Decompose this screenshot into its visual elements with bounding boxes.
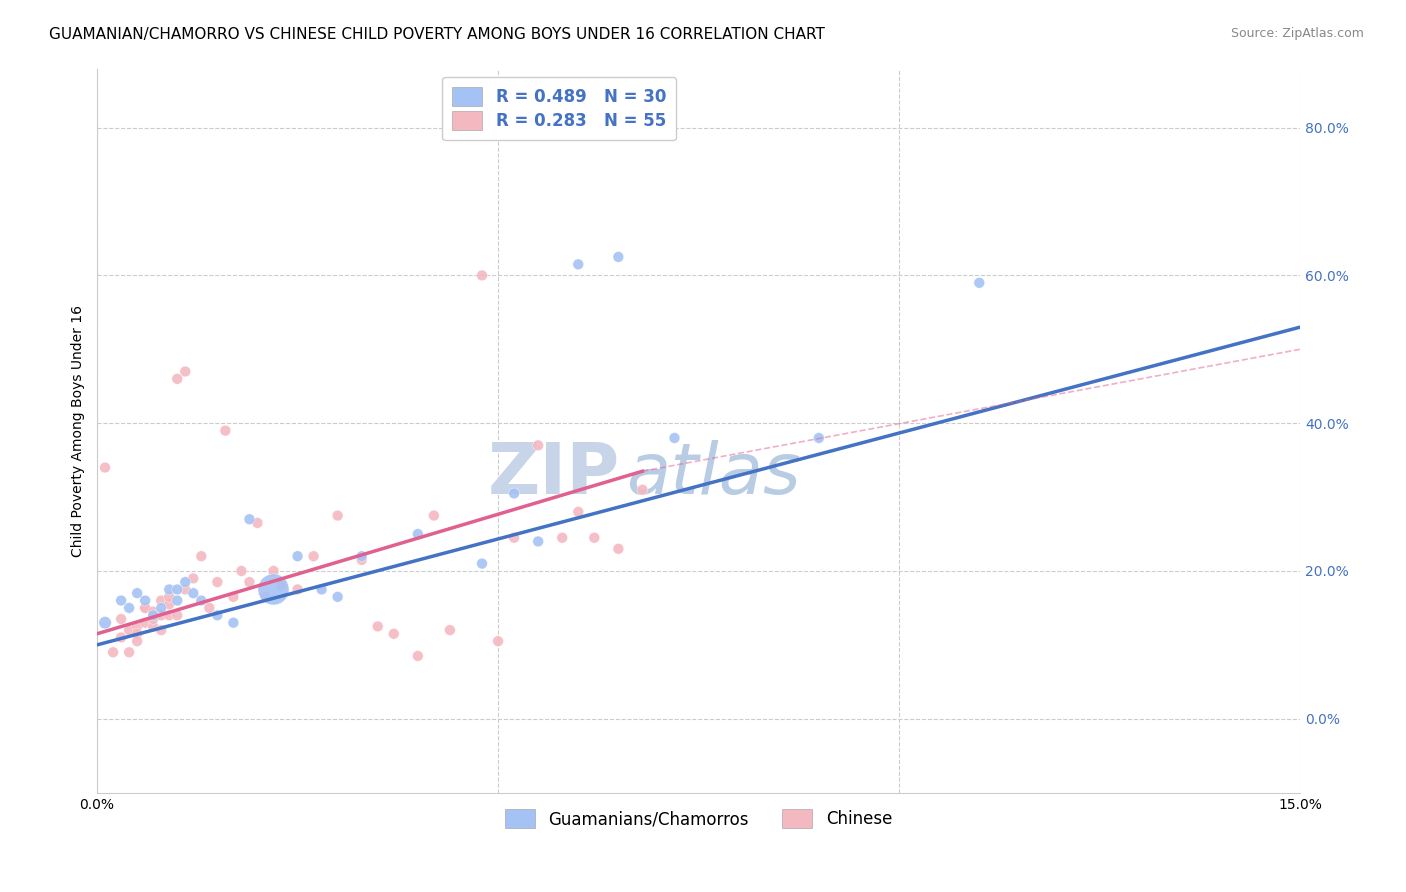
Point — [807, 431, 830, 445]
Point — [198, 601, 221, 615]
Text: atlas: atlas — [627, 440, 801, 508]
Point — [207, 608, 229, 623]
Point — [166, 593, 188, 607]
Point — [190, 549, 212, 564]
Point — [94, 460, 117, 475]
Point — [157, 590, 180, 604]
Point — [142, 619, 165, 633]
Point — [127, 634, 149, 648]
Point — [134, 601, 156, 615]
Point — [222, 590, 245, 604]
Point — [270, 579, 292, 593]
Y-axis label: Child Poverty Among Boys Under 16: Child Poverty Among Boys Under 16 — [72, 304, 86, 557]
Point — [254, 590, 277, 604]
Point — [567, 257, 589, 271]
Point — [134, 593, 156, 607]
Point — [174, 575, 197, 590]
Point — [326, 508, 349, 523]
Point — [150, 601, 173, 615]
Point — [631, 483, 654, 497]
Point — [583, 531, 606, 545]
Point — [607, 250, 630, 264]
Point — [238, 512, 260, 526]
Point — [423, 508, 446, 523]
Point — [607, 541, 630, 556]
Legend: Guamanians/Chamorros, Chinese: Guamanians/Chamorros, Chinese — [499, 803, 898, 835]
Point — [142, 605, 165, 619]
Point — [214, 424, 236, 438]
Point — [503, 486, 526, 500]
Point — [302, 549, 325, 564]
Point — [127, 627, 149, 641]
Point — [166, 608, 188, 623]
Point — [134, 601, 156, 615]
Text: GUAMANIAN/CHAMORRO VS CHINESE CHILD POVERTY AMONG BOYS UNDER 16 CORRELATION CHAR: GUAMANIAN/CHAMORRO VS CHINESE CHILD POVE… — [49, 27, 825, 42]
Point — [166, 582, 188, 597]
Point — [110, 593, 132, 607]
Point — [551, 531, 574, 545]
Point — [110, 631, 132, 645]
Text: Source: ZipAtlas.com: Source: ZipAtlas.com — [1230, 27, 1364, 40]
Point — [967, 276, 990, 290]
Point — [471, 268, 494, 283]
Point — [263, 582, 285, 597]
Point — [166, 372, 188, 386]
Point — [238, 575, 260, 590]
Point — [157, 582, 180, 597]
Point — [263, 564, 285, 578]
Point — [101, 645, 124, 659]
Point — [150, 608, 173, 623]
Point — [181, 586, 204, 600]
Point — [142, 608, 165, 623]
Point — [150, 593, 173, 607]
Point — [527, 438, 550, 452]
Point — [190, 593, 212, 607]
Point — [110, 612, 132, 626]
Point — [174, 582, 197, 597]
Point — [439, 623, 461, 637]
Point — [142, 612, 165, 626]
Point — [664, 431, 686, 445]
Text: ZIP: ZIP — [488, 440, 620, 508]
Point — [157, 597, 180, 611]
Point — [157, 608, 180, 623]
Point — [150, 623, 173, 637]
Point — [134, 615, 156, 630]
Point — [567, 505, 589, 519]
Point — [350, 553, 373, 567]
Point — [127, 586, 149, 600]
Point — [486, 634, 509, 648]
Point — [406, 527, 429, 541]
Point — [367, 619, 389, 633]
Point — [181, 571, 204, 585]
Point — [287, 582, 309, 597]
Point — [207, 575, 229, 590]
Point — [503, 531, 526, 545]
Point — [127, 619, 149, 633]
Point — [222, 615, 245, 630]
Point — [406, 648, 429, 663]
Point — [350, 549, 373, 564]
Point — [118, 645, 141, 659]
Point — [231, 564, 253, 578]
Point — [118, 601, 141, 615]
Point — [118, 623, 141, 637]
Point — [174, 364, 197, 378]
Point — [471, 557, 494, 571]
Point — [311, 582, 333, 597]
Point — [326, 590, 349, 604]
Point — [246, 516, 269, 530]
Point — [287, 549, 309, 564]
Point — [527, 534, 550, 549]
Point — [382, 627, 405, 641]
Point — [94, 615, 117, 630]
